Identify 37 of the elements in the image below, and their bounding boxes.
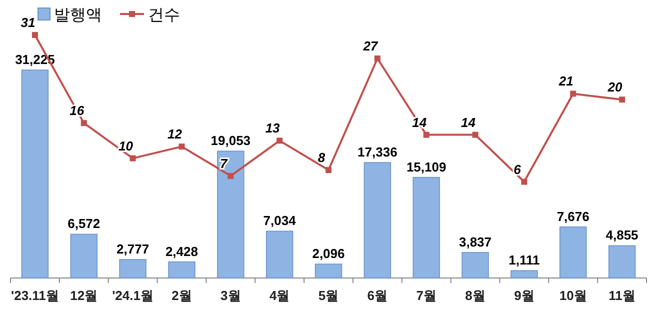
data-label: 4,855 bbox=[606, 228, 638, 243]
x-tick-label: 9월 bbox=[514, 288, 534, 303]
bar bbox=[266, 230, 294, 278]
bar bbox=[70, 234, 98, 278]
bar bbox=[119, 259, 146, 278]
data-label: 2,428 bbox=[165, 244, 198, 259]
x-tick-label: 3월 bbox=[220, 288, 241, 303]
bar bbox=[168, 261, 196, 278]
x-tick-label: '24.1월 bbox=[112, 288, 154, 303]
bar bbox=[560, 226, 587, 278]
data-label: 2,777 bbox=[116, 242, 150, 256]
x-tick-label: 4월 bbox=[269, 288, 290, 303]
bar bbox=[608, 245, 636, 278]
bar bbox=[412, 176, 440, 278]
bar bbox=[462, 252, 489, 278]
x-tick-label: 5월 bbox=[318, 288, 339, 303]
x-tick-label: 12월 bbox=[70, 288, 98, 303]
x-tick-label: 6월 bbox=[367, 288, 388, 303]
x-tick-label: 11월 bbox=[608, 288, 636, 303]
x-tick-label: 10월 bbox=[559, 288, 587, 303]
bar bbox=[510, 270, 538, 278]
legend-label: 발행액 bbox=[54, 7, 102, 24]
x-tick-label: '23.11월 bbox=[11, 288, 59, 303]
data-label: 6,572 bbox=[68, 216, 100, 232]
data-label: 3,837 bbox=[458, 234, 492, 250]
legend-label: 건수 bbox=[148, 7, 180, 24]
bar bbox=[314, 264, 342, 278]
data-label: 1,111 bbox=[508, 252, 540, 268]
x-tick-label: 7월 bbox=[416, 288, 436, 303]
bar bbox=[364, 162, 392, 278]
x-tick-label: 2월 bbox=[172, 288, 192, 303]
data-label: 7,676 bbox=[556, 208, 590, 224]
data-label: 7,034 bbox=[263, 213, 297, 228]
x-tick-label: 8월 bbox=[465, 288, 486, 303]
data-label: 2,096 bbox=[312, 246, 345, 262]
data-label: 31 bbox=[20, 15, 36, 30]
bar bbox=[217, 150, 244, 278]
